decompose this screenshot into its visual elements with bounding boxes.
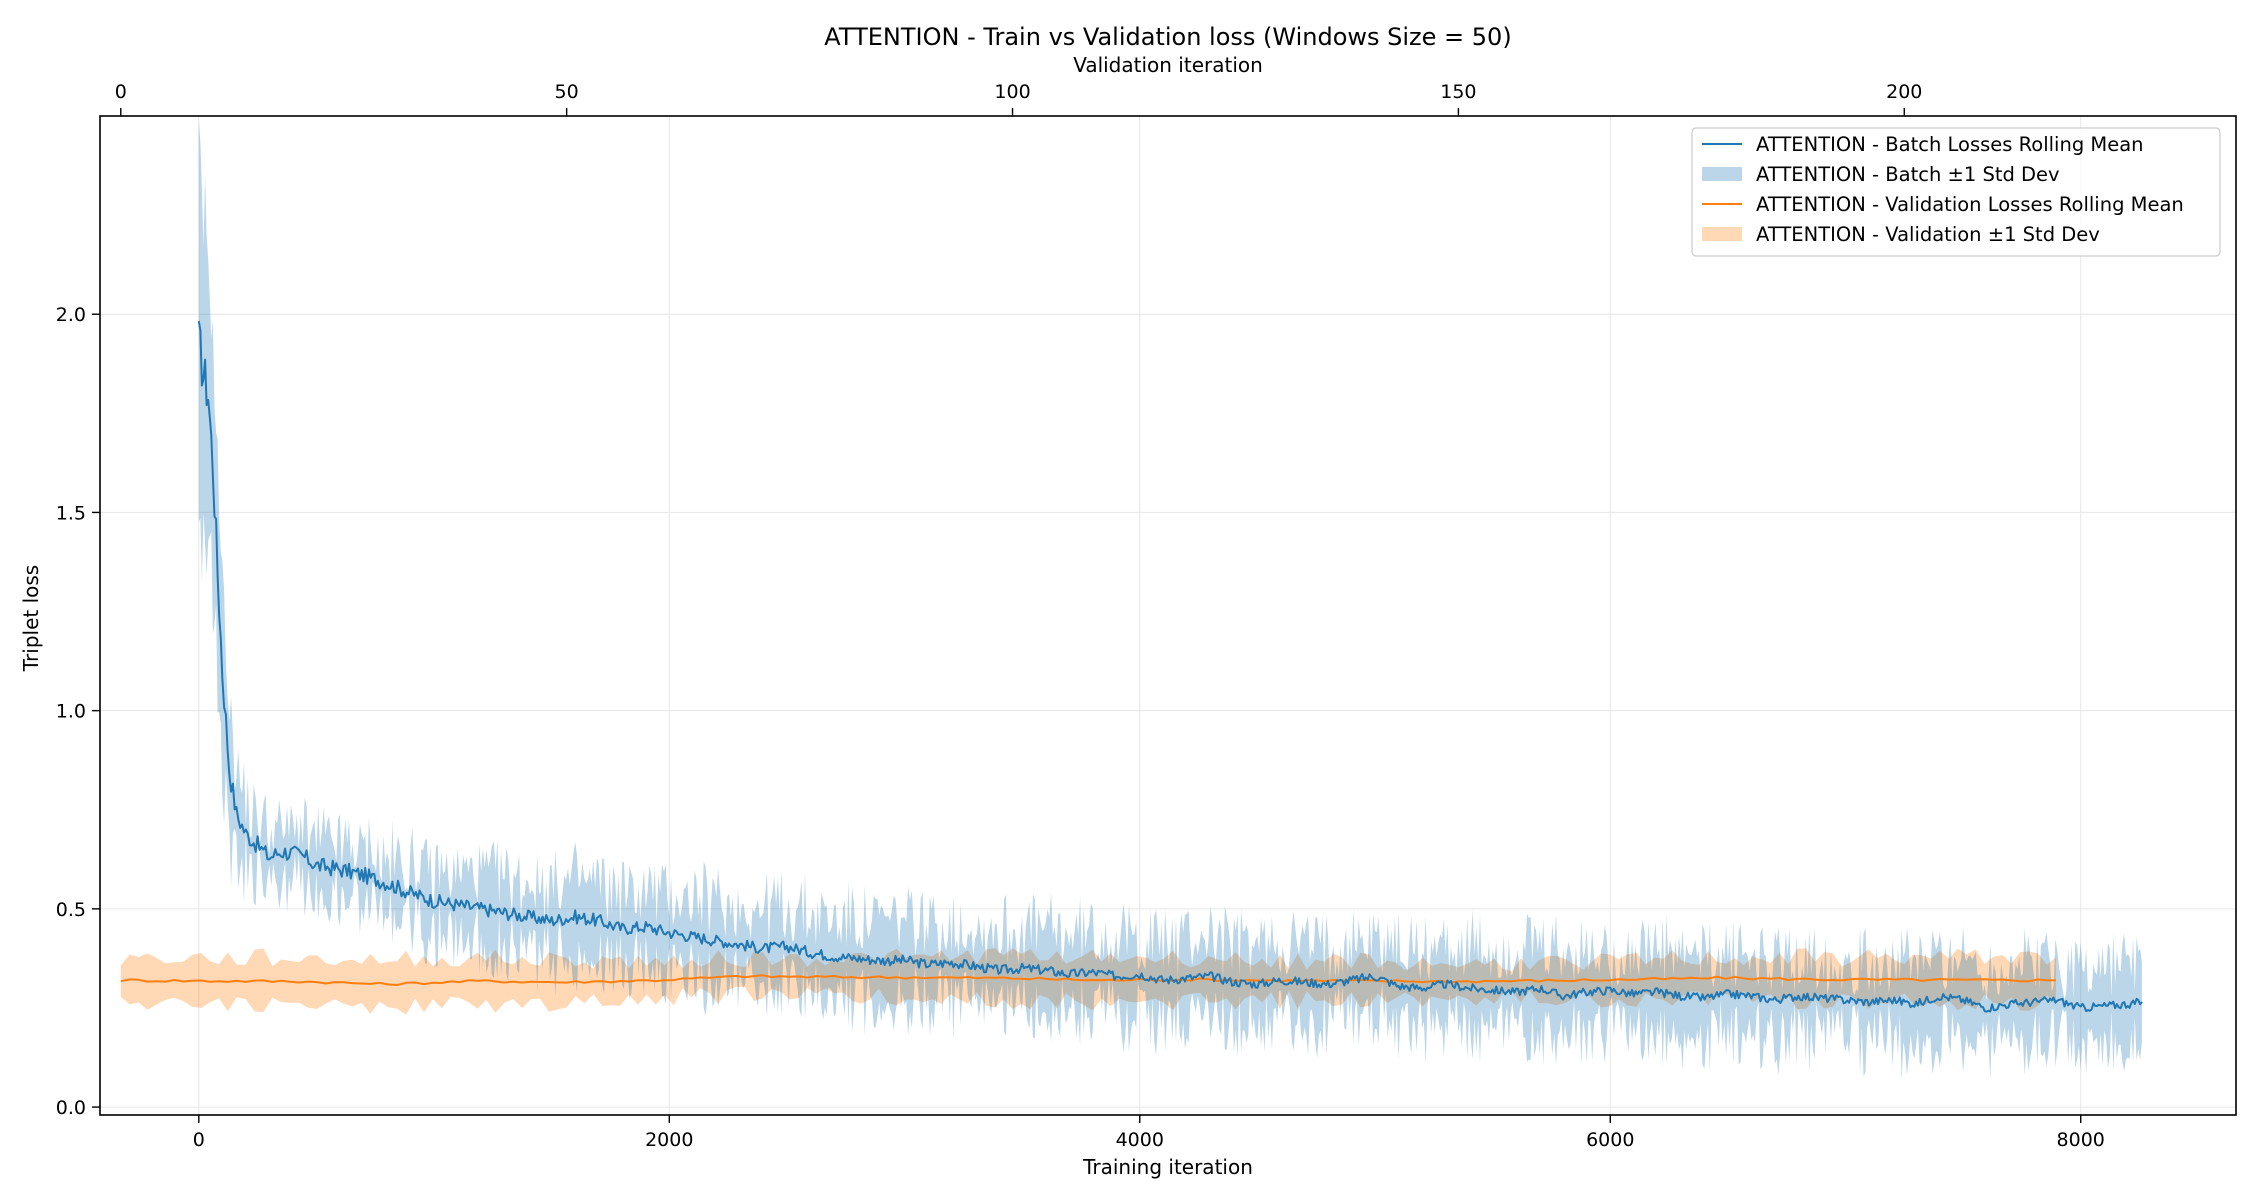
- legend-frame: [1691, 127, 2221, 257]
- x-tick-label: 0: [193, 1129, 205, 1151]
- x2-tick-label: 200: [1886, 81, 1922, 103]
- legend-label-validation-band: ATTENTION - Validation ±1 Std Dev: [1756, 223, 2100, 246]
- x2-tick-label: 0: [115, 81, 127, 103]
- x2-tick-label: 50: [555, 81, 579, 103]
- legend: ATTENTION - Batch Losses Rolling Mean AT…: [1691, 127, 2221, 257]
- legend-swatch-validation-band: [1702, 227, 1742, 241]
- std-bands: [120, 120, 2142, 1080]
- x2-tick-label: 100: [994, 81, 1030, 103]
- y-tick-label: 1.5: [56, 502, 86, 524]
- y-tick-label: 1.0: [56, 701, 86, 723]
- y-tick-label: 2.0: [56, 304, 86, 326]
- axis-ticks: 0 2000 4000 6000 8000 0 50 100 150 200 0.0 0.5 1.0 1.…: [56, 81, 2105, 1151]
- series-0-mean-line: [197, 320, 2143, 1013]
- y-axis-label: Triplet loss: [19, 565, 43, 672]
- legend-label-batch-mean: ATTENTION - Batch Losses Rolling Mean: [1756, 133, 2144, 156]
- plot-frame: [99, 115, 2237, 1116]
- x-tick-label: 8000: [2057, 1129, 2105, 1151]
- series-lines: [120, 320, 2143, 1013]
- series-0-std-band: [198, 120, 2142, 1080]
- legend-label-batch-band: ATTENTION - Batch ±1 Std Dev: [1756, 163, 2060, 186]
- x2-tick-label: 150: [1440, 81, 1476, 103]
- x-tick-label: 4000: [1116, 1129, 1164, 1151]
- legend-label-validation-mean: ATTENTION - Validation Losses Rolling Me…: [1756, 193, 2184, 216]
- y-tick-label: 0.5: [56, 899, 86, 921]
- series-1-mean-line: [120, 974, 2056, 986]
- grid-lines: [100, 116, 2236, 1115]
- x-tick-label: 2000: [645, 1129, 693, 1151]
- x-tick-label: 6000: [1586, 1129, 1634, 1151]
- chart-title: ATTENTION - Train vs Validation loss (Wi…: [824, 23, 1511, 51]
- series-1-std-band: [120, 948, 2056, 1015]
- y-tick-label: 0.0: [56, 1097, 86, 1119]
- x-axis-label: Training iteration: [1082, 1155, 1253, 1179]
- x2-axis-label: Validation iteration: [1073, 53, 1263, 77]
- legend-swatch-batch-band: [1702, 167, 1742, 181]
